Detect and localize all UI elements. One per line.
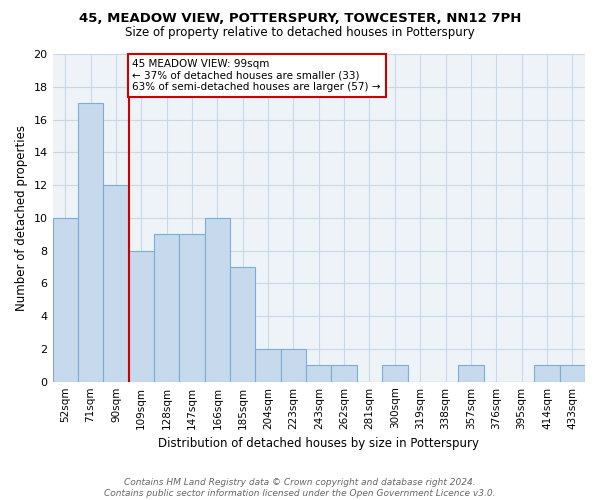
Y-axis label: Number of detached properties: Number of detached properties: [15, 125, 28, 311]
Bar: [128, 250, 154, 382]
Bar: [53, 218, 78, 382]
Bar: [230, 267, 256, 382]
Bar: [103, 185, 128, 382]
Bar: [382, 366, 407, 382]
Bar: [205, 218, 230, 382]
Bar: [560, 366, 585, 382]
Bar: [154, 234, 179, 382]
Text: Contains HM Land Registry data © Crown copyright and database right 2024.
Contai: Contains HM Land Registry data © Crown c…: [104, 478, 496, 498]
Bar: [281, 349, 306, 382]
Bar: [331, 366, 357, 382]
Bar: [534, 366, 560, 382]
Text: 45, MEADOW VIEW, POTTERSPURY, TOWCESTER, NN12 7PH: 45, MEADOW VIEW, POTTERSPURY, TOWCESTER,…: [79, 12, 521, 26]
X-axis label: Distribution of detached houses by size in Potterspury: Distribution of detached houses by size …: [158, 437, 479, 450]
Text: Size of property relative to detached houses in Potterspury: Size of property relative to detached ho…: [125, 26, 475, 39]
Bar: [256, 349, 281, 382]
Bar: [458, 366, 484, 382]
Bar: [78, 103, 103, 382]
Text: 45 MEADOW VIEW: 99sqm
← 37% of detached houses are smaller (33)
63% of semi-deta: 45 MEADOW VIEW: 99sqm ← 37% of detached …: [133, 59, 381, 92]
Bar: [179, 234, 205, 382]
Bar: [306, 366, 331, 382]
